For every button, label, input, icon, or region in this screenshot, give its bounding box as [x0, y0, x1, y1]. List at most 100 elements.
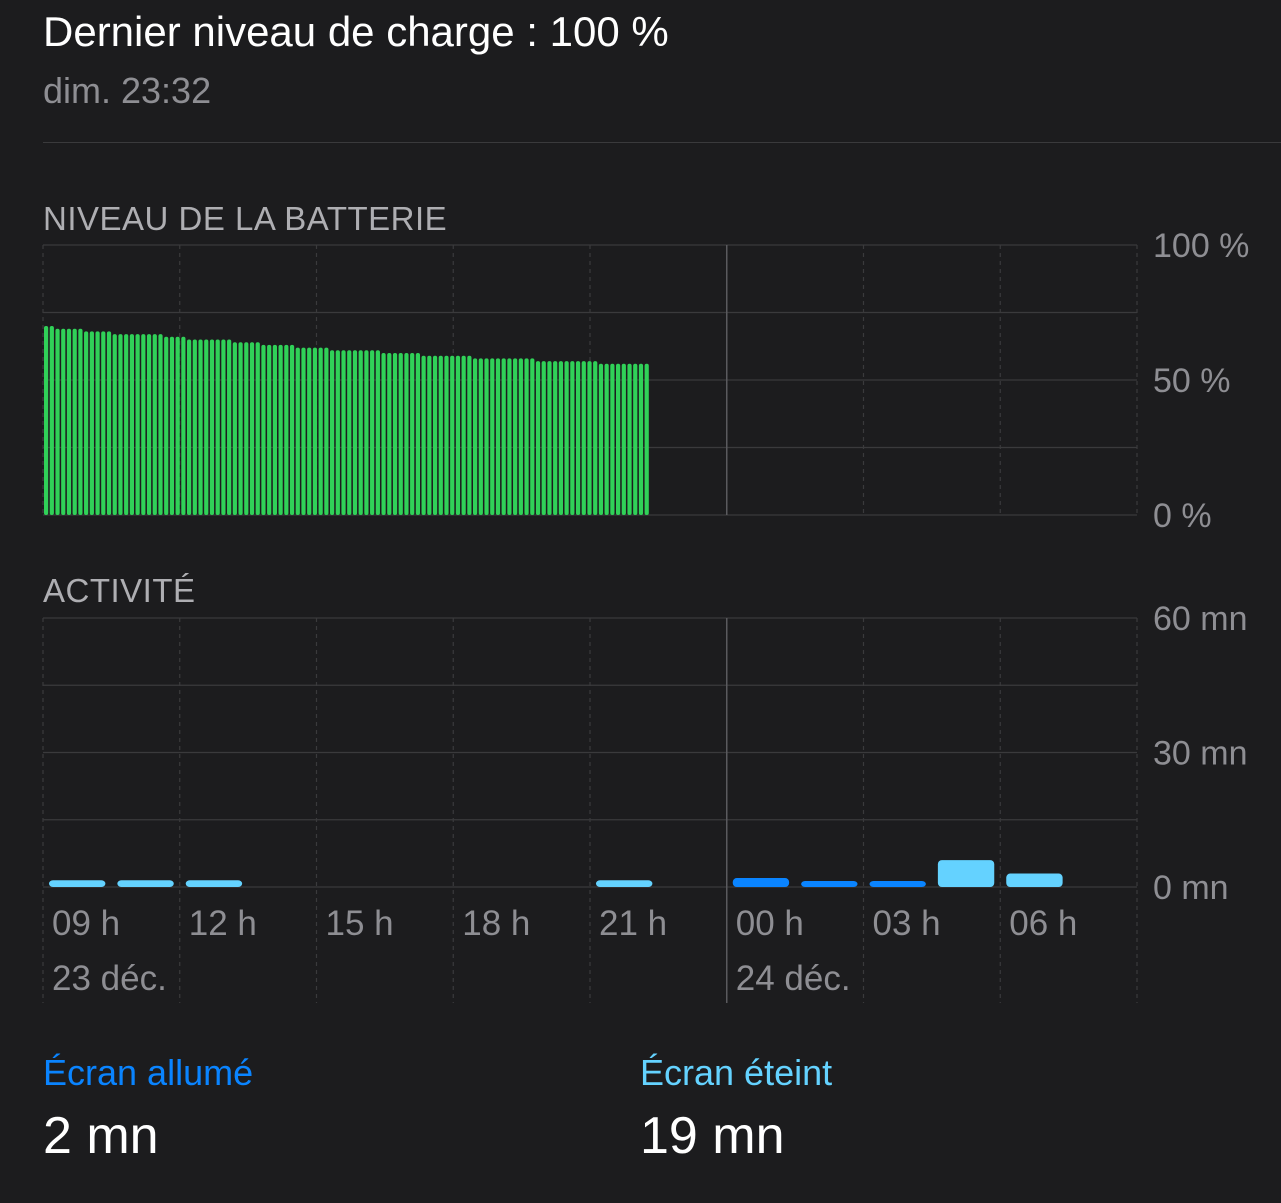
battery-bar — [610, 363, 615, 515]
battery-bar — [112, 334, 117, 515]
battery-bar — [644, 363, 649, 515]
battery-bar — [627, 363, 632, 515]
battery-bar — [272, 344, 277, 515]
battery-bar — [490, 358, 495, 515]
battery-bar — [427, 355, 432, 515]
battery-bar — [352, 350, 358, 515]
activity-x-tick: 06 h — [1009, 904, 1077, 943]
battery-bar — [364, 350, 369, 515]
battery-bar — [318, 347, 323, 515]
battery-bar — [146, 334, 152, 515]
battery-bar — [261, 344, 266, 515]
battery-bar — [312, 347, 318, 515]
header-title: Dernier niveau de charge : 100 % — [43, 8, 669, 55]
battery-bar — [473, 358, 478, 515]
battery-bar — [501, 358, 506, 515]
battery-bar — [553, 361, 558, 515]
battery-bar — [575, 361, 581, 515]
activity-y-tick: 60 mn — [1153, 600, 1248, 638]
battery-bar — [541, 361, 546, 515]
activity-x-tick: 15 h — [326, 904, 394, 943]
battery-bar — [495, 358, 501, 515]
battery-bar — [204, 339, 209, 515]
battery-bar — [375, 350, 380, 515]
battery-bar — [587, 361, 592, 515]
battery-bar — [410, 353, 415, 515]
battery-bar — [455, 355, 461, 515]
screen-on-value: 2 mn — [43, 1107, 159, 1165]
battery-bar — [513, 358, 518, 515]
battery-bar — [187, 339, 192, 515]
header-divider — [43, 142, 1281, 143]
battery-bar — [129, 334, 134, 515]
battery-bar — [289, 344, 295, 515]
battery-bar — [621, 363, 626, 515]
battery-bar — [450, 355, 455, 515]
battery-bar — [444, 355, 449, 515]
battery-bar — [192, 339, 197, 515]
battery-y-tick: 50 % — [1153, 362, 1231, 400]
battery-bar — [49, 326, 54, 515]
charts-canvas: 100 % 50 % 0 % 60 mn 30 mn 0 mn 09 h 12 h 15 h 18… — [42, 227, 1249, 1003]
battery-bar — [461, 355, 466, 515]
battery-bar — [221, 339, 226, 515]
battery-bar — [295, 347, 300, 515]
battery-bar — [284, 344, 289, 515]
battery-bar — [175, 336, 180, 515]
battery-bar — [484, 358, 489, 515]
activity-bar-screen-off — [596, 880, 653, 887]
battery-bar — [158, 334, 163, 515]
screen-off-value: 19 mn — [640, 1107, 785, 1165]
battery-bar — [564, 361, 569, 515]
battery-bar — [95, 331, 100, 515]
battery-bar — [415, 353, 420, 515]
battery-bar — [358, 350, 363, 515]
battery-bar — [598, 363, 604, 515]
screen-off-label: Écran éteint — [640, 1052, 833, 1093]
battery-bar — [638, 363, 644, 515]
battery-bar — [392, 353, 398, 515]
battery-y-tick: 100 % — [1153, 227, 1249, 265]
battery-bar — [89, 331, 94, 515]
battery-bar — [398, 353, 403, 515]
battery-bar — [581, 361, 586, 515]
battery-bar — [61, 328, 66, 515]
activity-date-label: 23 déc. — [52, 959, 167, 998]
activity-bar-screen-off — [117, 880, 174, 887]
battery-bar — [616, 363, 621, 515]
battery-bar — [518, 358, 523, 515]
battery-bar — [478, 358, 483, 515]
activity-bar-screen-on — [732, 878, 790, 887]
battery-bar — [547, 361, 552, 515]
battery-bar — [593, 361, 598, 515]
battery-bar — [404, 353, 409, 515]
battery-bar — [507, 358, 512, 515]
battery-bar — [421, 355, 426, 515]
battery-bar — [558, 361, 563, 515]
battery-bar — [347, 350, 352, 515]
activity-date-label: 24 déc. — [736, 959, 851, 998]
battery-bar — [370, 350, 375, 515]
battery-bar — [278, 344, 283, 515]
battery-bar — [381, 353, 386, 515]
activity-bar-screen-on — [801, 881, 858, 887]
battery-bar — [124, 334, 129, 515]
battery-bar — [106, 331, 112, 515]
battery-bar — [152, 334, 157, 515]
activity-bar-screen-on — [869, 881, 926, 887]
battery-bar — [118, 334, 123, 515]
battery-bar — [55, 328, 60, 515]
battery-bar — [335, 350, 340, 515]
battery-bar — [267, 344, 272, 515]
battery-bar — [72, 328, 77, 515]
battery-bar — [330, 350, 335, 515]
battery-bar — [249, 342, 255, 515]
battery-bar — [78, 328, 83, 515]
battery-bar — [232, 342, 237, 515]
battery-bar — [524, 358, 529, 515]
battery-y-tick: 0 % — [1153, 497, 1212, 535]
activity-bar-screen-off — [185, 880, 243, 887]
battery-bar — [387, 353, 392, 515]
battery-bar — [227, 339, 232, 515]
activity-x-tick: 09 h — [52, 904, 120, 943]
